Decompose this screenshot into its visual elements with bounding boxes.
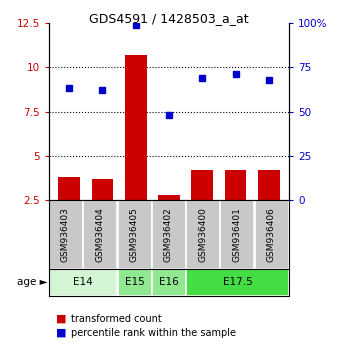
Text: GDS4591 / 1428503_a_at: GDS4591 / 1428503_a_at	[89, 12, 249, 25]
Text: percentile rank within the sample: percentile rank within the sample	[71, 328, 236, 338]
Bar	[186, 200, 220, 269]
Bar	[58, 177, 80, 200]
Text: GSM936404: GSM936404	[95, 207, 104, 262]
Bar	[192, 170, 213, 200]
Text: GSM936403: GSM936403	[61, 207, 70, 262]
Text: GSM936401: GSM936401	[233, 207, 241, 262]
Text: ■: ■	[56, 328, 66, 338]
Bar	[225, 170, 246, 200]
Text: E17.5: E17.5	[222, 277, 252, 287]
Bar	[255, 200, 289, 269]
Bar	[49, 200, 83, 269]
Text: E14: E14	[73, 277, 93, 287]
Bar	[83, 200, 117, 269]
Text: GSM936400: GSM936400	[198, 207, 207, 262]
Bar	[158, 195, 180, 200]
Text: E15: E15	[125, 277, 144, 287]
Bar	[125, 55, 146, 200]
Text: transformed count: transformed count	[71, 314, 162, 324]
Text: age ►: age ►	[17, 277, 47, 287]
Text: GSM936406: GSM936406	[267, 207, 276, 262]
Text: GSM936402: GSM936402	[164, 207, 173, 262]
Bar	[118, 200, 151, 269]
Text: E16: E16	[159, 277, 179, 287]
Bar	[49, 269, 117, 296]
Bar	[152, 200, 186, 269]
Bar	[118, 269, 151, 296]
Bar	[220, 200, 255, 269]
Text: ■: ■	[56, 314, 66, 324]
Bar	[152, 269, 186, 296]
Bar	[92, 179, 113, 200]
Bar	[258, 170, 280, 200]
Bar	[186, 269, 289, 296]
Text: GSM936405: GSM936405	[129, 207, 139, 262]
